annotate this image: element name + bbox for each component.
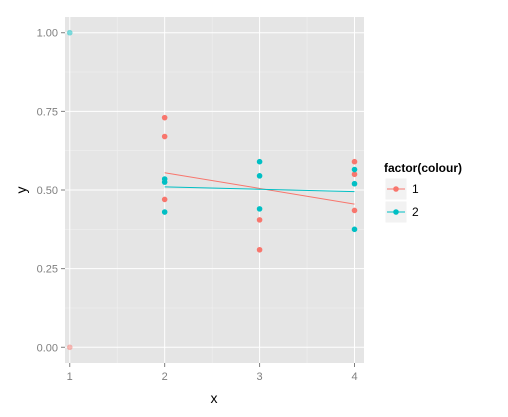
fit-lines	[164, 172, 355, 205]
data-point-series-2	[161, 209, 168, 215]
data-point-series-1	[256, 217, 263, 223]
data-point-series-2	[161, 179, 168, 185]
data-point-series-1	[161, 133, 168, 140]
y-tick-label: 1.00	[37, 28, 58, 40]
x-tick-label: 1	[67, 371, 73, 383]
data-point-series-2	[351, 180, 358, 187]
data-point-series-1	[256, 246, 263, 253]
legend-label-1: 1	[412, 182, 419, 196]
legend-title: factor(colour)	[384, 161, 462, 175]
data-point-series-1	[161, 114, 168, 121]
data-point-series-2	[256, 173, 263, 179]
y-tick-label: 0.25	[37, 264, 58, 276]
x-tick-label: 2	[162, 371, 168, 383]
data-point-series-1	[66, 344, 73, 351]
legend: factor(colour) 12	[384, 161, 462, 224]
y-tick-label: 0.50	[37, 185, 58, 197]
legend-entries: 12	[384, 177, 419, 224]
legend-key-point	[393, 186, 399, 192]
y-tick-label: 0.00	[37, 342, 58, 354]
data-points	[66, 29, 358, 351]
data-point-series-2	[256, 158, 263, 165]
x-axis-title: x	[211, 390, 218, 406]
y-axis-ticks: 0.00 0.25 0.50 0.75 1.00	[37, 28, 65, 354]
data-point-series-1	[351, 207, 358, 214]
fit-line-series-2	[164, 186, 355, 193]
legend-key-point	[393, 209, 399, 215]
legend-label-2: 2	[412, 205, 419, 219]
data-point-series-1	[351, 171, 358, 178]
fit-line-series-1	[164, 172, 355, 205]
data-point-series-2	[66, 29, 73, 36]
y-tick-label: 0.75	[37, 106, 58, 118]
x-axis-ticks: 1 2 3 4	[67, 363, 358, 383]
data-point-series-1	[351, 158, 358, 165]
data-point-series-1	[161, 196, 168, 203]
data-point-series-2	[351, 166, 358, 173]
major-gridlines	[65, 17, 364, 363]
x-tick-label: 3	[257, 371, 263, 383]
x-tick-label: 4	[351, 371, 357, 383]
data-point-series-2	[351, 226, 358, 233]
y-axis-title: y	[13, 187, 29, 194]
data-point-series-2	[256, 206, 263, 212]
